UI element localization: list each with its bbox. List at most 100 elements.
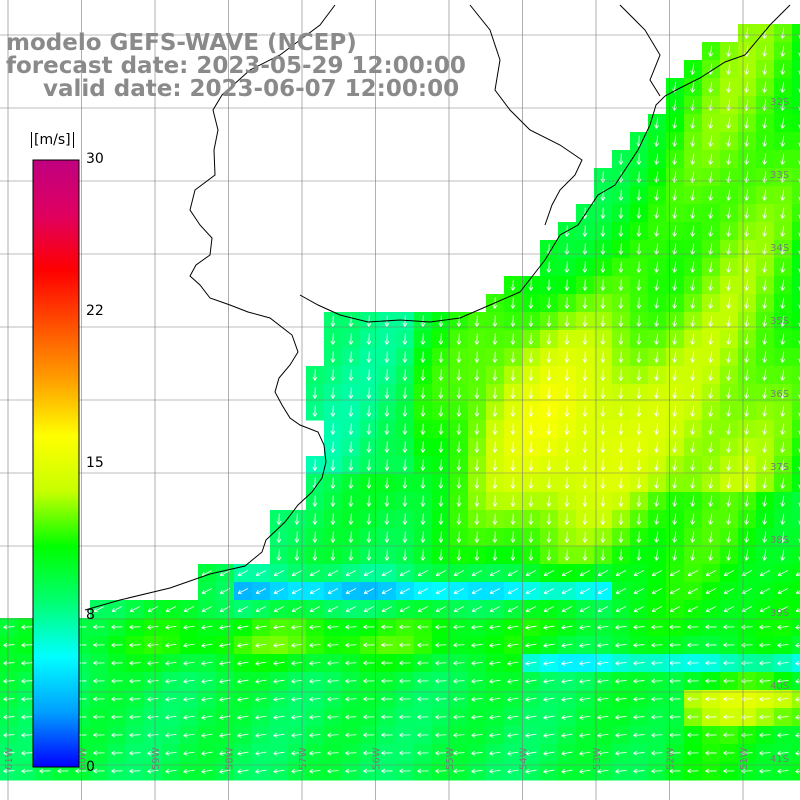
wind-arrow bbox=[762, 405, 768, 417]
wind-arrow bbox=[618, 225, 624, 237]
wind-arrow bbox=[309, 642, 321, 648]
wind-arrow bbox=[312, 513, 318, 525]
wind-arrow bbox=[744, 477, 750, 489]
wind-arrow bbox=[237, 570, 249, 577]
wind-arrow bbox=[528, 477, 534, 489]
wind-arrow bbox=[669, 714, 681, 720]
wind-arrow bbox=[399, 642, 411, 648]
wind-arrow bbox=[633, 642, 645, 648]
wind-arrow bbox=[690, 441, 696, 453]
wind-arrow bbox=[489, 714, 501, 720]
wind-arrow bbox=[705, 732, 717, 738]
wind-cell bbox=[792, 60, 800, 79]
wind-arrow bbox=[687, 678, 699, 684]
wind-arrow bbox=[651, 696, 663, 702]
wind-arrow bbox=[474, 441, 480, 453]
wind-arrow bbox=[723, 714, 735, 720]
wind-arrow bbox=[759, 642, 771, 648]
wind-arrow bbox=[165, 768, 177, 774]
wind-arrow bbox=[762, 279, 768, 291]
wind-arrow bbox=[453, 624, 465, 630]
wind-arrow bbox=[564, 531, 570, 543]
wind-arrow bbox=[780, 351, 786, 363]
wind-arrow bbox=[762, 135, 768, 147]
wind-arrow bbox=[489, 678, 501, 684]
wind-arrow bbox=[708, 135, 714, 147]
wind-arrow bbox=[597, 624, 609, 630]
wind-arrow bbox=[93, 732, 105, 738]
wind-arrow bbox=[636, 459, 642, 471]
lon-label: 58W bbox=[225, 747, 236, 770]
wind-arrow bbox=[471, 696, 483, 702]
wind-arrow bbox=[636, 315, 642, 327]
wind-arrow bbox=[348, 369, 354, 381]
wind-arrow bbox=[672, 423, 678, 435]
wind-cell bbox=[792, 42, 800, 61]
wind-arrow bbox=[453, 660, 465, 666]
wind-arrow bbox=[420, 495, 426, 507]
wind-arrow bbox=[381, 642, 393, 648]
wind-arrow bbox=[780, 513, 786, 525]
wind-arrow bbox=[453, 606, 465, 613]
wind-arrow bbox=[744, 207, 750, 219]
wind-arrow bbox=[654, 531, 660, 543]
wind-arrow bbox=[474, 405, 480, 417]
wind-arrow bbox=[762, 117, 768, 129]
wind-arrow bbox=[129, 696, 141, 702]
wind-arrow bbox=[183, 678, 195, 684]
wind-arrow bbox=[417, 588, 429, 595]
wind-arrow bbox=[708, 549, 714, 561]
river-border bbox=[469, 4, 661, 226]
wind-arrow bbox=[237, 679, 249, 684]
wind-arrow bbox=[708, 459, 714, 471]
lat-label: 39S bbox=[770, 608, 789, 619]
wind-arrow bbox=[453, 678, 465, 684]
wind-arrow bbox=[759, 588, 771, 595]
wind-arrow bbox=[309, 570, 321, 577]
wind-arrow bbox=[762, 351, 768, 363]
wind-arrow bbox=[723, 624, 735, 630]
wind-arrow bbox=[363, 606, 375, 613]
lon-label: 54W bbox=[519, 747, 530, 770]
wind-arrow bbox=[582, 279, 588, 291]
wind-arrow bbox=[330, 477, 336, 489]
wind-arrow bbox=[618, 189, 624, 201]
wind-arrow bbox=[579, 570, 591, 577]
wind-arrow bbox=[330, 333, 336, 345]
wind-cell bbox=[792, 186, 800, 205]
wind-arrow bbox=[690, 189, 696, 201]
wind-arrow bbox=[21, 624, 33, 630]
wind-arrow bbox=[384, 477, 390, 489]
wind-arrow bbox=[762, 225, 768, 237]
wind-arrow bbox=[255, 769, 267, 774]
wind-arrow bbox=[582, 459, 588, 471]
wind-arrow bbox=[291, 768, 303, 774]
wind-arrow bbox=[708, 387, 714, 399]
wind-arrow bbox=[690, 495, 696, 507]
wind-arrow bbox=[600, 387, 606, 399]
wind-arrow bbox=[654, 513, 660, 525]
wind-arrow bbox=[237, 769, 249, 774]
wind-arrow bbox=[417, 714, 429, 720]
wind-arrow bbox=[183, 606, 195, 613]
wind-arrow bbox=[507, 624, 519, 630]
wind-arrow bbox=[348, 513, 354, 525]
wind-arrow bbox=[384, 549, 390, 561]
wind-arrow bbox=[597, 732, 609, 738]
wind-arrow bbox=[600, 333, 606, 345]
wind-arrow bbox=[633, 714, 645, 720]
wind-arrow bbox=[525, 606, 537, 613]
wind-arrow bbox=[546, 549, 552, 561]
wind-arrow bbox=[309, 768, 321, 774]
wind-arrow bbox=[636, 351, 642, 363]
lat-label: 34S bbox=[770, 243, 789, 254]
wind-arrow bbox=[528, 387, 534, 399]
wind-arrow bbox=[651, 678, 663, 684]
wind-arrow bbox=[111, 732, 123, 738]
wind-arrow bbox=[744, 333, 750, 345]
wind-arrow bbox=[708, 405, 714, 417]
wind-arrow bbox=[654, 405, 660, 417]
wind-arrow bbox=[111, 606, 123, 613]
wind-arrow bbox=[777, 714, 789, 720]
wind-arrow bbox=[201, 733, 213, 738]
